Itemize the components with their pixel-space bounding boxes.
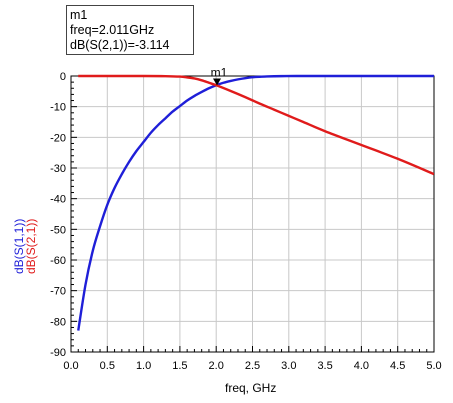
y-tick-label: -90 xyxy=(50,347,66,359)
series-layer xyxy=(77,74,434,331)
x-tick-label: 1.5 xyxy=(172,360,187,372)
y-tick-label: -80 xyxy=(50,316,66,328)
y-tick-label: -30 xyxy=(50,163,66,175)
marker-triangle xyxy=(212,78,221,86)
marker-label: m1 xyxy=(211,66,228,80)
y-tick-label: -50 xyxy=(50,224,66,236)
marker-freq: freq=2.011GHz xyxy=(70,23,155,37)
grid xyxy=(70,75,435,353)
x-tick-label: 3.0 xyxy=(281,360,296,372)
marker-readout-box: m1 freq=2.011GHz dB(S(2,1))=-3.114 xyxy=(66,5,194,55)
x-tick-label: 2.0 xyxy=(209,360,224,372)
marker-value: dB(S(2,1))=-3.114 xyxy=(70,38,170,52)
marker-layer: m1 xyxy=(211,66,228,86)
x-tick-label: 1.0 xyxy=(136,360,151,372)
x-tick-label: 5.0 xyxy=(426,360,441,372)
x-tick-label: 4.5 xyxy=(390,360,405,372)
y-tick-label: -40 xyxy=(50,194,66,206)
y-tick-label: -60 xyxy=(50,255,66,267)
marker-name: m1 xyxy=(70,8,88,22)
y-tick-label: -70 xyxy=(50,286,66,298)
s11-series-line xyxy=(77,74,434,331)
x-axis-label: freq, GHz xyxy=(225,381,277,395)
x-tick-label: 2.5 xyxy=(245,360,260,372)
x-tick-label: 3.5 xyxy=(317,360,332,372)
y-tick-label: -20 xyxy=(50,132,66,144)
y-tick-label: -10 xyxy=(50,102,66,114)
s21-series-line xyxy=(78,74,434,176)
x-tick-label: 4.0 xyxy=(354,360,369,372)
axes: 0.0 0.5 1.0 1.5 2.0 2.5 3.0 3.5 4.0 4.5 5.0 0 -10 -20… xyxy=(50,71,442,372)
plot-frame xyxy=(70,75,435,353)
y-tick-label: 0 xyxy=(60,71,66,83)
x-tick-label: 0.5 xyxy=(100,360,115,372)
y-axis-label-s21: dB(S(2,1)) xyxy=(24,218,38,274)
x-tick-label: 0.0 xyxy=(63,360,78,372)
